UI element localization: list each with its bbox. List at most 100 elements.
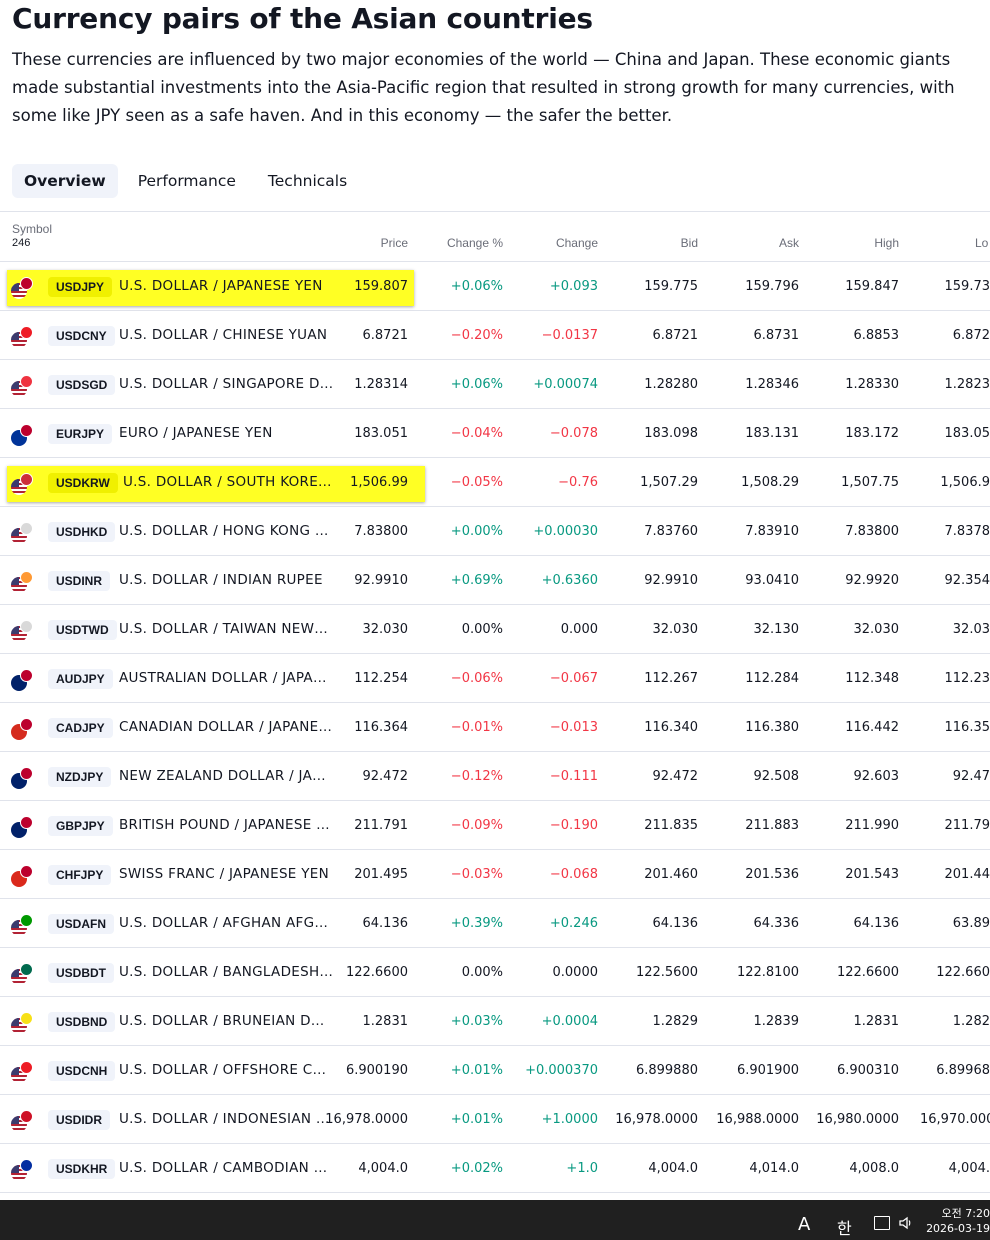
ask-cell: 6.8731 [753, 328, 800, 343]
table-row[interactable]: AUDJPY AUSTRALIAN DOLLAR / JAPA… 112.254 −0… [0, 654, 990, 703]
table-row[interactable]: USDIDR U.S. DOLLAR / INDONESIAN … 16,978.0… [0, 1095, 990, 1144]
change-column-header[interactable]: Change [555, 236, 598, 250]
ask-cell: 1.28346 [745, 377, 799, 392]
ticker-badge[interactable]: USDCNH [48, 1061, 116, 1081]
ime-mode-indicator[interactable]: A [798, 1214, 811, 1235]
pair-name[interactable]: U.S. DOLLAR / HONG KONG … [119, 523, 329, 539]
ask-cell: 4,014.0 [749, 1161, 799, 1176]
change-cell: +0.00030 [533, 524, 598, 539]
ticker-badge[interactable]: USDHKD [48, 522, 116, 542]
ticker-badge[interactable]: USDKHR [48, 1159, 116, 1179]
tab-overview[interactable]: Overview [12, 164, 118, 198]
pair-name[interactable]: U.S. DOLLAR / INDIAN RUPEE [119, 572, 323, 588]
pair-name[interactable]: CANADIAN DOLLAR / JAPANE… [119, 719, 333, 735]
pair-name[interactable]: U.S. DOLLAR / CAMBODIAN … [119, 1160, 328, 1176]
table-row[interactable]: USDCNH U.S. DOLLAR / OFFSHORE C… 6.900190 +… [0, 1046, 990, 1095]
ticker-badge[interactable]: USDJPY [48, 277, 113, 297]
ask-cell: 7.83910 [745, 524, 799, 539]
pair-name[interactable]: U.S. DOLLAR / BRUNEIAN D… [119, 1013, 325, 1029]
table-row[interactable]: USDKHR U.S. DOLLAR / CAMBODIAN … 4,004.0 +0… [0, 1144, 990, 1193]
table-row[interactable]: USDBDT U.S. DOLLAR / BANGLADESH… 122.6600 0… [0, 948, 990, 997]
language-indicator[interactable]: 한 [837, 1219, 852, 1238]
table-row[interactable]: CADJPY CANADIAN DOLLAR / JAPANE… 116.364 −0… [0, 703, 990, 752]
price-column-header[interactable]: Price [380, 236, 408, 250]
bid-cell: 6.8721 [652, 328, 699, 343]
volume-icon[interactable] [898, 1215, 914, 1235]
pair-name[interactable]: EURO / JAPANESE YEN [119, 425, 273, 441]
pair-name[interactable]: U.S. DOLLAR / SINGAPORE D… [119, 376, 334, 392]
tab-performance[interactable]: Performance [137, 172, 236, 190]
ask-column-header[interactable]: Ask [778, 236, 799, 250]
low-column-header[interactable]: Lo [975, 236, 989, 250]
ticker-badge[interactable]: USDCNY [48, 326, 115, 346]
table-row[interactable]: USDBND U.S. DOLLAR / BRUNEIAN D… 1.2831 +0.… [0, 997, 990, 1046]
ticker-badge[interactable]: CADJPY [48, 718, 113, 738]
table-row[interactable]: CHFJPY SWISS FRANC / JAPANESE YEN 201.495 −… [0, 850, 990, 899]
currency-flag-icon [11, 473, 33, 495]
table-row[interactable]: NZDJPY NEW ZEALAND DOLLAR / JA… 92.472 −0.1… [0, 752, 990, 801]
ticker-badge[interactable]: CHFJPY [48, 865, 112, 885]
ticker-badge[interactable]: NZDJPY [48, 767, 112, 787]
table-header: Symbol 246 Price Change % Change Bid Ask… [0, 212, 990, 262]
bid-cell: 92.9910 [644, 573, 698, 588]
table-row[interactable]: GBPJPY BRITISH POUND / JAPANESE … 211.791 −… [0, 801, 990, 850]
bid-cell: 1.28280 [644, 377, 698, 392]
bid-column-header[interactable]: Bid [680, 236, 698, 250]
bid-cell: 159.775 [644, 279, 698, 294]
ticker-badge[interactable]: USDBDT [48, 963, 114, 983]
pair-name[interactable]: U.S. DOLLAR / CHINESE YUAN [119, 327, 328, 343]
ask-cell: 93.0410 [745, 573, 799, 588]
currency-flag-icon [11, 865, 33, 887]
change-pct-cell: +0.02% [450, 1161, 503, 1176]
change-pct-column-header[interactable]: Change % [446, 236, 503, 250]
bid-cell: 32.030 [652, 622, 699, 637]
ticker-badge[interactable]: GBPJPY [48, 816, 113, 836]
table-row[interactable]: USDHKD U.S. DOLLAR / HONG KONG … 7.83800 +0… [0, 507, 990, 556]
pair-name[interactable]: BRITISH POUND / JAPANESE … [119, 817, 330, 833]
pair-name[interactable]: SWISS FRANC / JAPANESE YEN [119, 866, 330, 882]
table-row[interactable]: USDTWD U.S. DOLLAR / TAIWAN NEW… 32.030 0.0… [0, 605, 990, 654]
low-cell: 6.89968 [936, 1063, 990, 1078]
system-clock[interactable]: 오전 7:20 2026-03-19 [926, 1206, 990, 1236]
pair-name[interactable]: U.S. DOLLAR / JAPANESE YEN [119, 278, 323, 294]
ticker-badge[interactable]: USDSGD [48, 375, 116, 395]
ask-cell: 1,508.29 [741, 475, 799, 490]
page-description: These currencies are influenced by two m… [12, 50, 955, 125]
pair-name[interactable]: U.S. DOLLAR / BANGLADESH… [119, 964, 334, 980]
price-cell: 92.472 [362, 769, 409, 784]
pair-name[interactable]: U.S. DOLLAR / OFFSHORE C… [119, 1062, 327, 1078]
change-cell: +0.6360 [541, 573, 598, 588]
low-cell: 16,970.000 [920, 1112, 990, 1127]
pair-name[interactable]: U.S. DOLLAR / TAIWAN NEW… [119, 621, 329, 637]
ticker-badge[interactable]: EURJPY [48, 424, 113, 444]
pair-name[interactable]: U.S. DOLLAR / INDONESIAN … [119, 1111, 330, 1127]
network-icon[interactable] [874, 1216, 890, 1230]
bid-cell: 1.2829 [652, 1014, 699, 1029]
table-row[interactable]: EURJPY EURO / JAPANESE YEN 183.051 −0.04% −0… [0, 409, 990, 458]
table-row[interactable]: USDSGD U.S. DOLLAR / SINGAPORE D… 1.28314 +… [0, 360, 990, 409]
high-column-header[interactable]: High [874, 236, 899, 250]
low-cell: 6.872 [952, 328, 990, 343]
table-row[interactable]: USDKRW U.S. DOLLAR / SOUTH KORE… 1,506.99 −… [0, 458, 990, 507]
bid-cell: 16,978.0000 [615, 1112, 698, 1127]
pair-name[interactable]: NEW ZEALAND DOLLAR / JA… [119, 768, 326, 784]
ticker-badge[interactable]: USDTWD [48, 620, 117, 640]
tab-technicals[interactable]: Technicals [267, 172, 348, 190]
pair-name[interactable]: AUSTRALIAN DOLLAR / JAPA… [119, 670, 327, 686]
table-row[interactable]: USDCNY U.S. DOLLAR / CHINESE YUAN 6.8721 −0… [0, 311, 990, 360]
pair-name[interactable]: U.S. DOLLAR / SOUTH KORE… [123, 474, 332, 490]
price-cell: 112.254 [354, 671, 408, 686]
ticker-badge[interactable]: USDIDR [48, 1110, 111, 1130]
ticker-badge[interactable]: USDINR [48, 571, 111, 591]
table-row[interactable]: USDINR U.S. DOLLAR / INDIAN RUPEE 92.9910 +… [0, 556, 990, 605]
pair-name[interactable]: U.S. DOLLAR / AFGHAN AFG… [119, 915, 329, 931]
symbol-column-header[interactable]: Symbol 246 [12, 222, 52, 250]
ticker-badge[interactable]: USDKRW [48, 473, 118, 493]
ticker-badge[interactable]: AUDJPY [48, 669, 113, 689]
low-cell: 159.73 [944, 279, 990, 294]
change-cell: +0.093 [549, 279, 598, 294]
ticker-badge[interactable]: USDBND [48, 1012, 116, 1032]
table-row[interactable]: USDAFN U.S. DOLLAR / AFGHAN AFG… 64.136 +0.… [0, 899, 990, 948]
ticker-badge[interactable]: USDAFN [48, 914, 114, 934]
table-row[interactable]: USDJPY U.S. DOLLAR / JAPANESE YEN 159.807 +… [0, 262, 990, 311]
